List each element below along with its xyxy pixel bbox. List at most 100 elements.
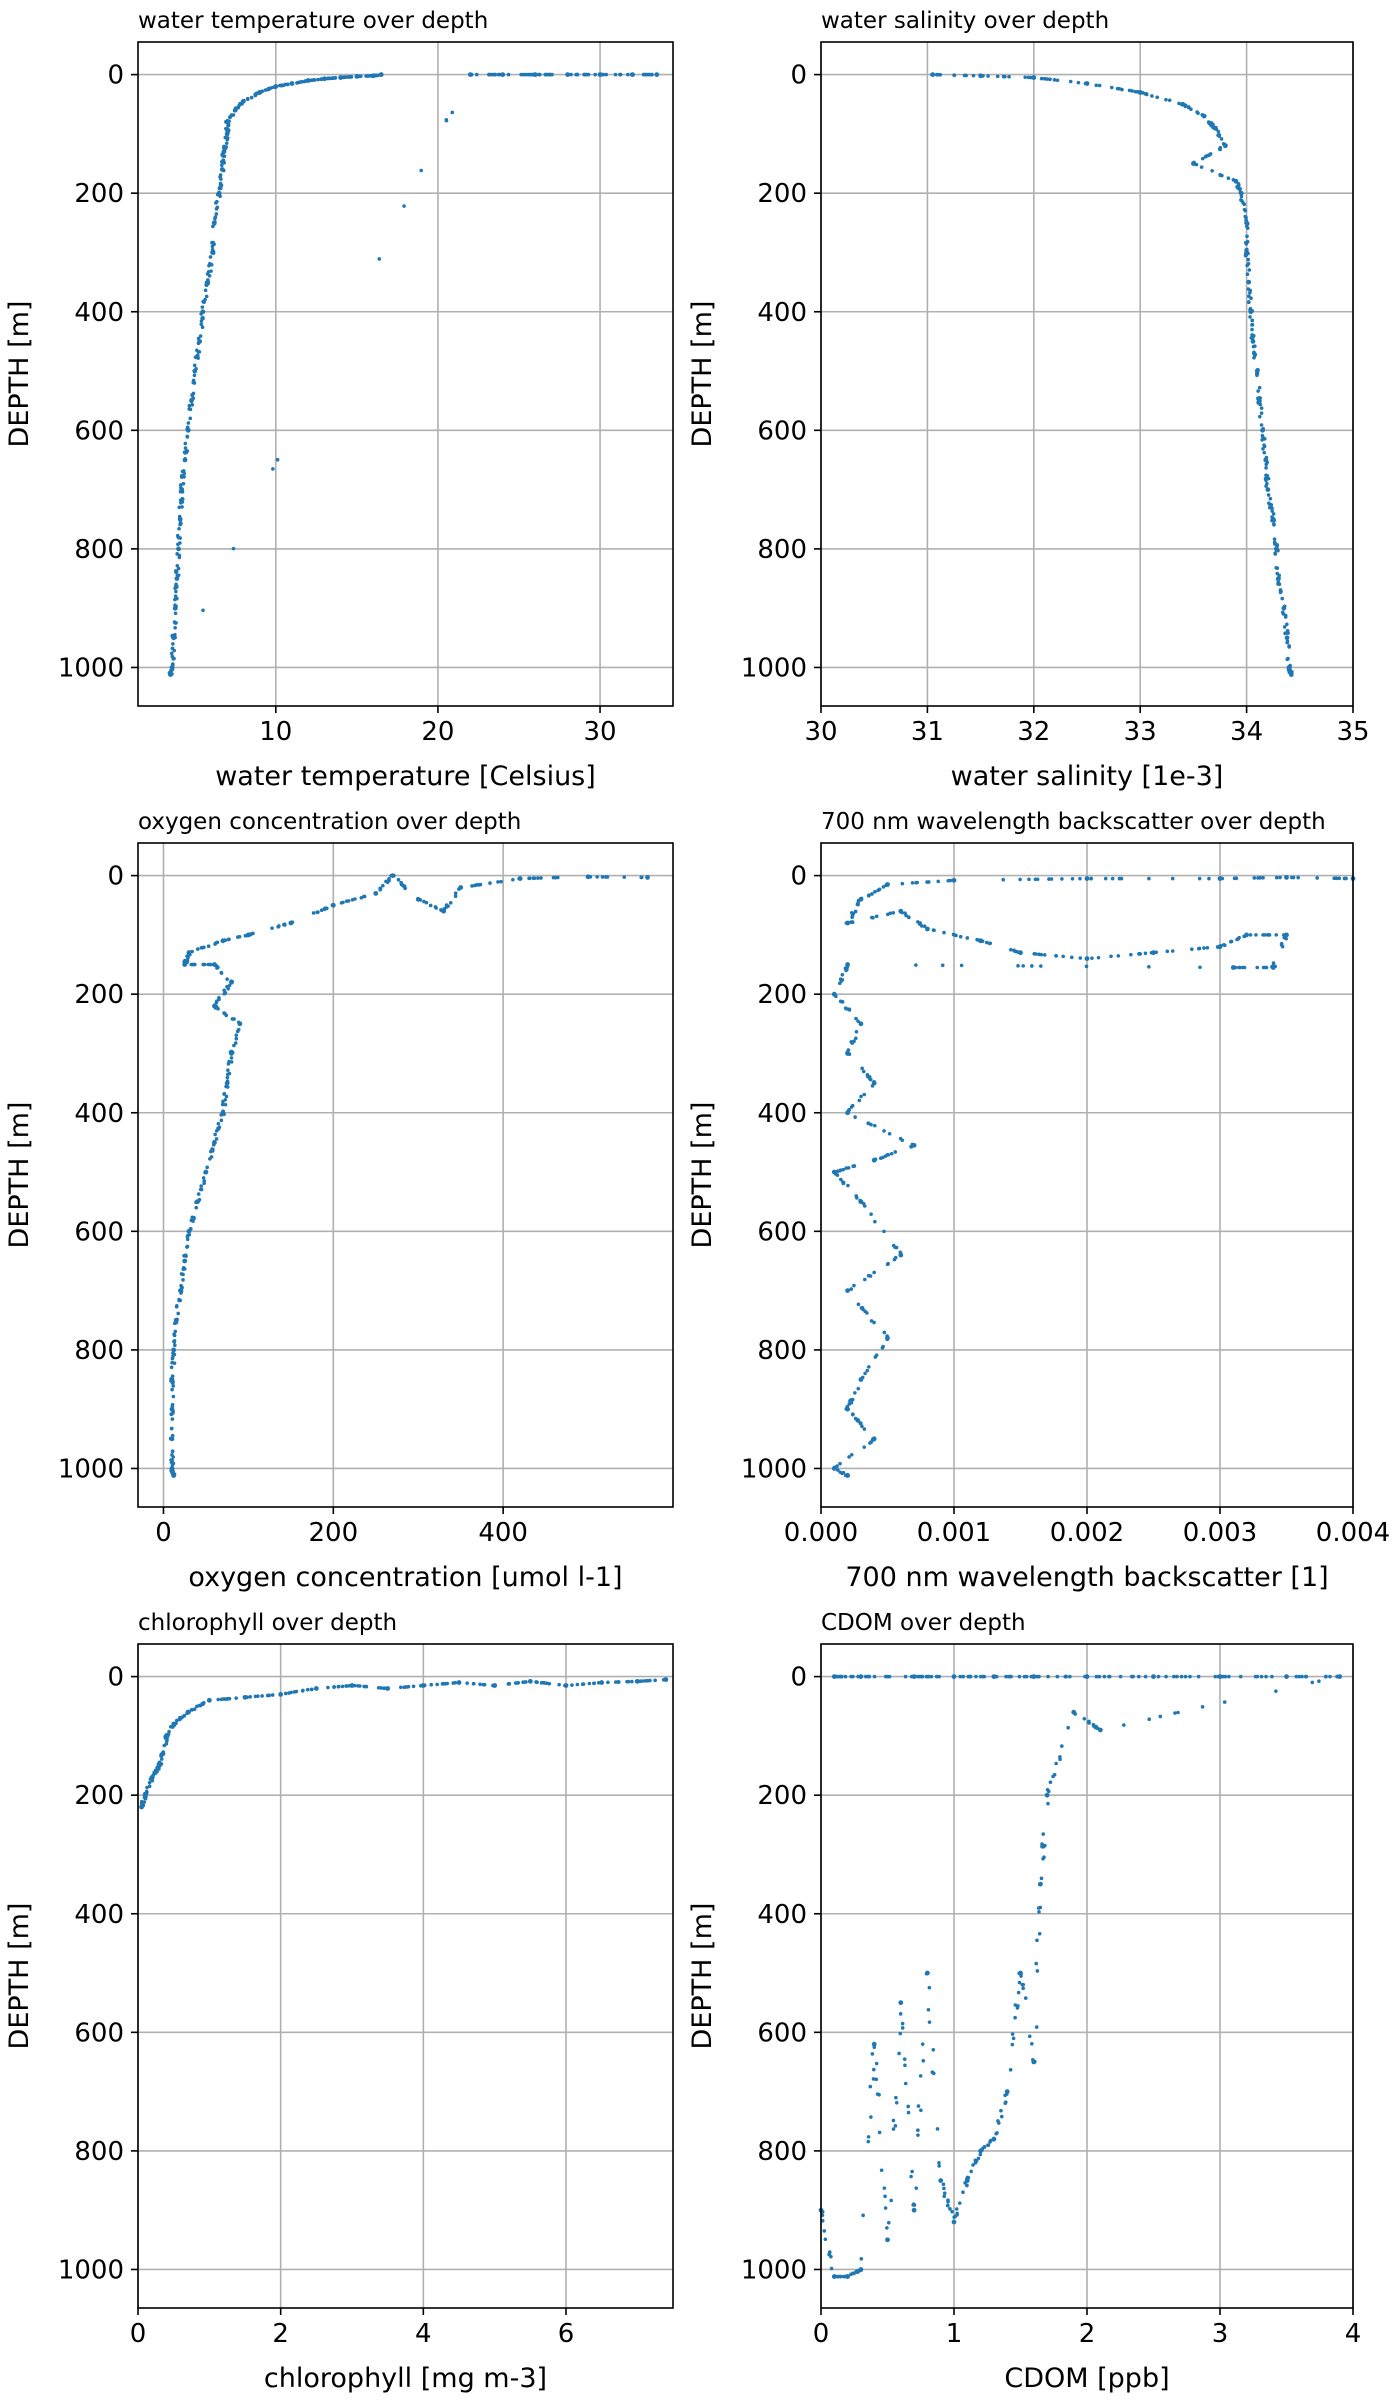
data-point [201,962,206,967]
data-point [214,201,218,205]
y-tick-label: 200 [757,1781,807,1811]
data-point [378,887,383,891]
data-point [945,2203,950,2208]
data-point [858,1421,863,1426]
data-point [850,1041,855,1045]
data-point [1068,1674,1072,1679]
data-point [1263,476,1268,481]
data-point [1116,954,1121,958]
data-point [198,334,203,338]
data-point [190,393,195,398]
x-axis-label: 700 nm wavelength backscatter [1] [845,1562,1328,1593]
data-point [1243,252,1248,257]
data-point [915,1674,920,1679]
data-point [861,2213,865,2218]
data-point [942,2191,947,2195]
data-point [1297,1674,1302,1679]
data-point [171,1384,176,1388]
data-point [1238,190,1243,195]
data-point [469,72,474,77]
data-point [858,1674,864,1680]
data-point [1226,176,1231,180]
data-point [1245,226,1250,230]
data-point [223,1097,228,1102]
data-point [581,1682,586,1686]
data-point [1255,373,1259,378]
data-point [959,963,964,968]
data-point [856,1386,861,1391]
data-point [290,920,295,924]
data-point [225,137,230,142]
data-point [172,1361,177,1365]
data-point [894,2100,899,2105]
data-point [1337,876,1342,881]
data-point [1167,98,1172,103]
data-point [916,2128,920,2133]
data-point [909,1145,914,1149]
data-point [618,72,622,77]
data-point [859,896,864,901]
x-tick-label: 10 [259,717,292,747]
data-point [444,903,449,907]
data-point [1284,1674,1289,1680]
data-point [937,72,941,77]
data-point [910,881,915,885]
data-point [382,1686,387,1690]
data-point [1189,107,1193,112]
data-point [874,1353,879,1357]
data-point [958,1674,963,1679]
data-point [210,244,215,249]
data-point [171,1347,177,1353]
data-point [181,469,186,473]
data-point [894,2095,898,2100]
data-point [192,363,197,368]
x-tick-label: 0.003 [1183,1518,1257,1548]
data-point [1258,402,1263,407]
data-point [1282,935,1287,940]
data-point [1048,1780,1053,1785]
data-point [903,2081,908,2086]
data-point [1046,1801,1050,1806]
data-point [1055,1674,1060,1679]
data-point [1247,268,1252,272]
data-point [950,2209,954,2214]
data-point [188,1226,193,1231]
data-point [226,937,231,942]
data-point [1246,279,1252,285]
data-point [575,72,580,77]
data-point [961,2190,965,2195]
data-point [1271,961,1276,965]
data-point [882,1229,886,1234]
data-point [1158,1714,1163,1719]
data-point [1270,515,1274,519]
data-point [909,1674,914,1679]
data-point [491,1683,496,1688]
data-point [1129,1674,1134,1679]
data-point [870,1084,875,1088]
data-point [1094,83,1099,88]
data-point [189,1708,194,1712]
data-point [200,305,205,309]
data-point [202,300,206,305]
data-point [600,875,605,879]
y-tick-label: 200 [74,179,124,209]
data-point [248,1695,253,1699]
data-point [183,961,187,965]
data-point [548,72,552,77]
data-point [411,1684,416,1689]
data-point [226,986,231,991]
data-point [1084,876,1090,881]
data-point [1150,94,1154,98]
data-point [1039,964,1043,968]
data-point [887,1131,892,1136]
data-point [850,1412,855,1417]
data-point [1253,344,1257,348]
x-tick-label: 35 [1336,717,1369,747]
data-point [951,2219,957,2225]
data-point [907,915,911,920]
data-point [186,421,191,425]
data-point [940,963,945,968]
data-point [1170,876,1175,881]
data-point [199,312,203,316]
data-point [226,1068,230,1072]
